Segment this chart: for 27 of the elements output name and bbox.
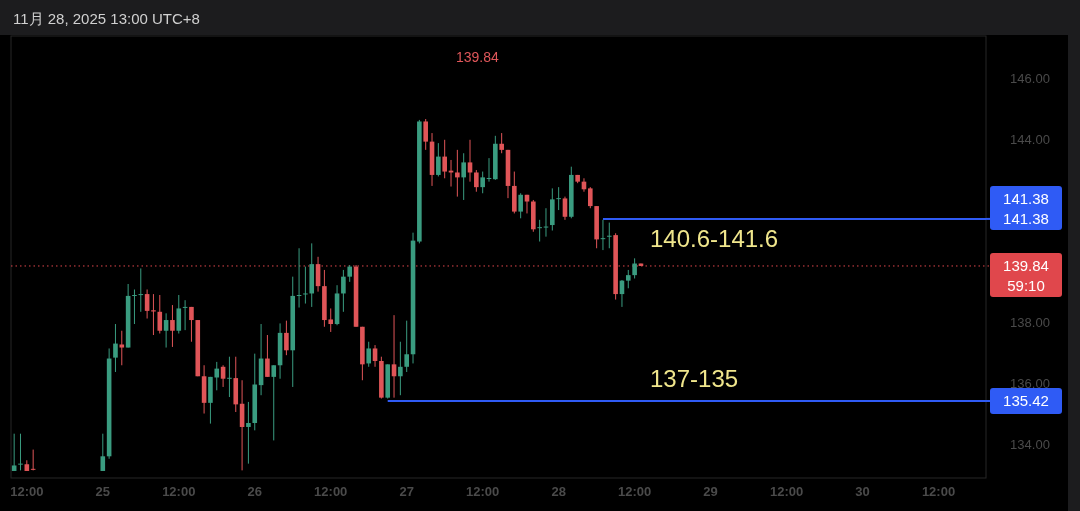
chart-title: 11月 28, 2025 13:00 UTC+8 [13,10,200,27]
x-tick-label: 12:00 [921,484,956,499]
annotation: 140.6-141.6 [650,225,779,252]
y-tick-label: 136.00 [1010,376,1050,392]
x-tick-label: 12:00 [162,484,196,499]
x-tick-label: 26 [247,484,262,499]
x-tick-label: 12:00 [10,484,44,499]
x-tick-label: 28 [551,484,566,499]
x-tick-label: 12:00 [314,484,348,499]
y-tick-label: 144.00 [1010,131,1050,147]
y-tick-label: 134.00 [1010,437,1050,453]
x-tick-label: 29 [703,484,718,499]
annotation: 139.84 [456,49,500,65]
annotation: 137-135 [650,365,739,392]
ref-line-label: 139.84 [1003,256,1049,274]
x-tick-label: 27 [399,484,414,499]
legend-label: 141.38 [1003,209,1049,227]
text: 141.38 [1003,189,1049,207]
legend-label: 135.42 [1003,392,1049,410]
text: 59:10 [1007,276,1045,294]
y-tick-label: 146.00 [1010,70,1050,86]
x-tick-label: 12:00 [618,484,652,499]
x-tick-label: 12:00 [466,484,500,499]
x-tick-label: 30 [855,484,870,499]
y-tick-label: 138.00 [1010,315,1050,331]
x-tick-label: 12:00 [769,484,804,499]
x-tick-label: 25 [95,484,111,499]
